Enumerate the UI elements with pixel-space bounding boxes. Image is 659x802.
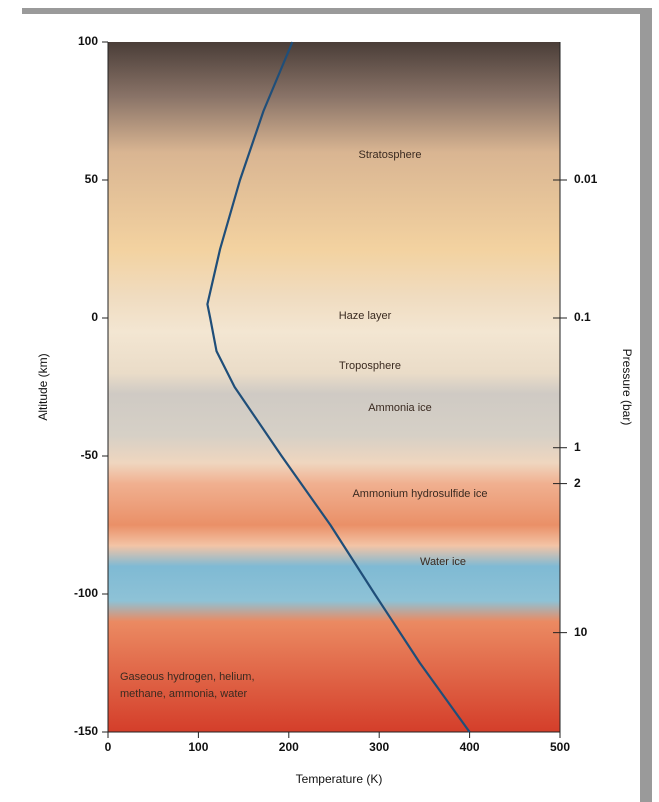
x-tick-label: 200 — [279, 740, 299, 754]
y-tick-label: 0 — [91, 310, 98, 324]
y2-tick-label: 1 — [574, 440, 581, 454]
chart: Temperature (K) Altitude (km) Pressure (… — [0, 0, 659, 802]
y2-axis-label: Pressure (bar) — [620, 349, 634, 426]
y-axis-label: Altitude (km) — [36, 353, 50, 420]
layer-label: Gaseous hydrogen, helium, — [120, 671, 255, 683]
y-tick-label: -150 — [74, 724, 98, 738]
y-tick-label: -50 — [81, 448, 99, 462]
layer-label: methane, ammonia, water — [120, 688, 248, 700]
layer-label: Haze layer — [339, 310, 392, 322]
y-tick-label: 50 — [85, 172, 99, 186]
layer-label: Stratosphere — [359, 149, 422, 161]
x-tick-label: 400 — [460, 740, 480, 754]
y2-tick-label: 0.1 — [574, 310, 591, 324]
layer-label: Ammonia ice — [368, 402, 432, 414]
y2-tick-label: 2 — [574, 476, 581, 490]
x-tick-label: 300 — [369, 740, 389, 754]
x-tick-label: 500 — [550, 740, 570, 754]
y-tick-label: 100 — [78, 34, 98, 48]
layer-label: Water ice — [420, 556, 466, 568]
layer-label: Ammonium hydrosulfide ice — [352, 488, 487, 500]
y-tick-label: -100 — [74, 586, 98, 600]
x-tick-label: 0 — [105, 740, 112, 754]
layer-label: Troposphere — [339, 360, 401, 372]
atmosphere-background — [108, 42, 560, 732]
x-axis-label: Temperature (K) — [296, 772, 383, 786]
y2-tick-label: 0.01 — [574, 172, 598, 186]
y2-tick-label: 10 — [574, 625, 588, 639]
x-tick-label: 100 — [188, 740, 208, 754]
